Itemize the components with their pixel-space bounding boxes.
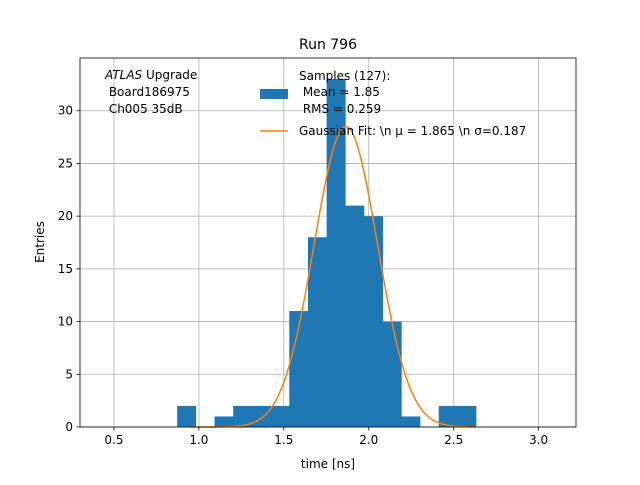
y-tick-label: 20 <box>58 209 73 223</box>
x-axis-label: time [ns] <box>301 457 355 471</box>
y-tick-label: 10 <box>58 315 73 329</box>
chart-title: Run 796 <box>299 37 357 53</box>
legend-hist-line-1: Samples (127): <box>299 69 390 83</box>
legend-hist-line-2: Mean = 1.85 <box>299 85 380 99</box>
y-tick-label: 30 <box>58 104 73 118</box>
annotation-italic: ATLAS <box>104 68 143 82</box>
y-axis-ticks: 0 5 10 15 20 25 30 <box>58 104 80 434</box>
histogram-bar <box>382 321 402 427</box>
y-tick-label: 0 <box>65 420 73 434</box>
legend: Samples (127): Mean = 1.85 RMS = 0.259 G… <box>260 69 526 138</box>
x-tick-label: 1.0 <box>189 433 208 447</box>
histogram-bar <box>438 405 458 427</box>
x-axis-ticks: 0.5 1.0 1.5 2.0 2.5 3.0 <box>104 427 548 447</box>
y-tick-label: 25 <box>58 156 73 170</box>
x-tick-label: 0.5 <box>104 433 123 447</box>
histogram-bar <box>289 311 309 427</box>
info-annotation: ATLAS Upgrade Board186975 Ch005 35dB <box>104 68 197 116</box>
histogram-bar <box>364 216 383 427</box>
histogram-bars <box>177 79 477 427</box>
histogram-bar <box>233 405 253 427</box>
histogram-bar <box>214 416 234 427</box>
y-axis-label: Entries <box>33 221 47 263</box>
annotation-line-3: Ch005 35dB <box>105 102 183 116</box>
annotation-rest: Upgrade <box>142 68 197 82</box>
histogram-bar <box>326 79 346 427</box>
histogram-bar <box>457 405 477 427</box>
x-tick-label: 1.5 <box>274 433 293 447</box>
gaussian-fit-curve <box>190 125 475 428</box>
histogram-bar <box>270 405 290 427</box>
legend-hist-line-3: RMS = 0.259 <box>299 102 381 116</box>
x-tick-label: 2.0 <box>359 433 378 447</box>
x-tick-label: 3.0 <box>529 433 548 447</box>
histogram-bar <box>345 205 365 427</box>
y-tick-label: 5 <box>65 367 73 381</box>
histogram-bar <box>307 237 327 427</box>
histogram-bar <box>401 416 421 427</box>
annotation-line-2: Board186975 <box>105 85 190 99</box>
y-tick-label: 15 <box>58 262 73 276</box>
histogram-bar <box>251 405 271 427</box>
histogram-bar <box>177 405 197 427</box>
legend-hist-swatch <box>260 89 288 99</box>
annotation-line-1: ATLAS Upgrade <box>104 68 197 82</box>
legend-fit-label: Gaussian Fit: \n μ = 1.865 \n σ=0.187 <box>299 124 526 138</box>
plot-frame <box>79 57 577 428</box>
x-tick-label: 2.5 <box>444 433 463 447</box>
